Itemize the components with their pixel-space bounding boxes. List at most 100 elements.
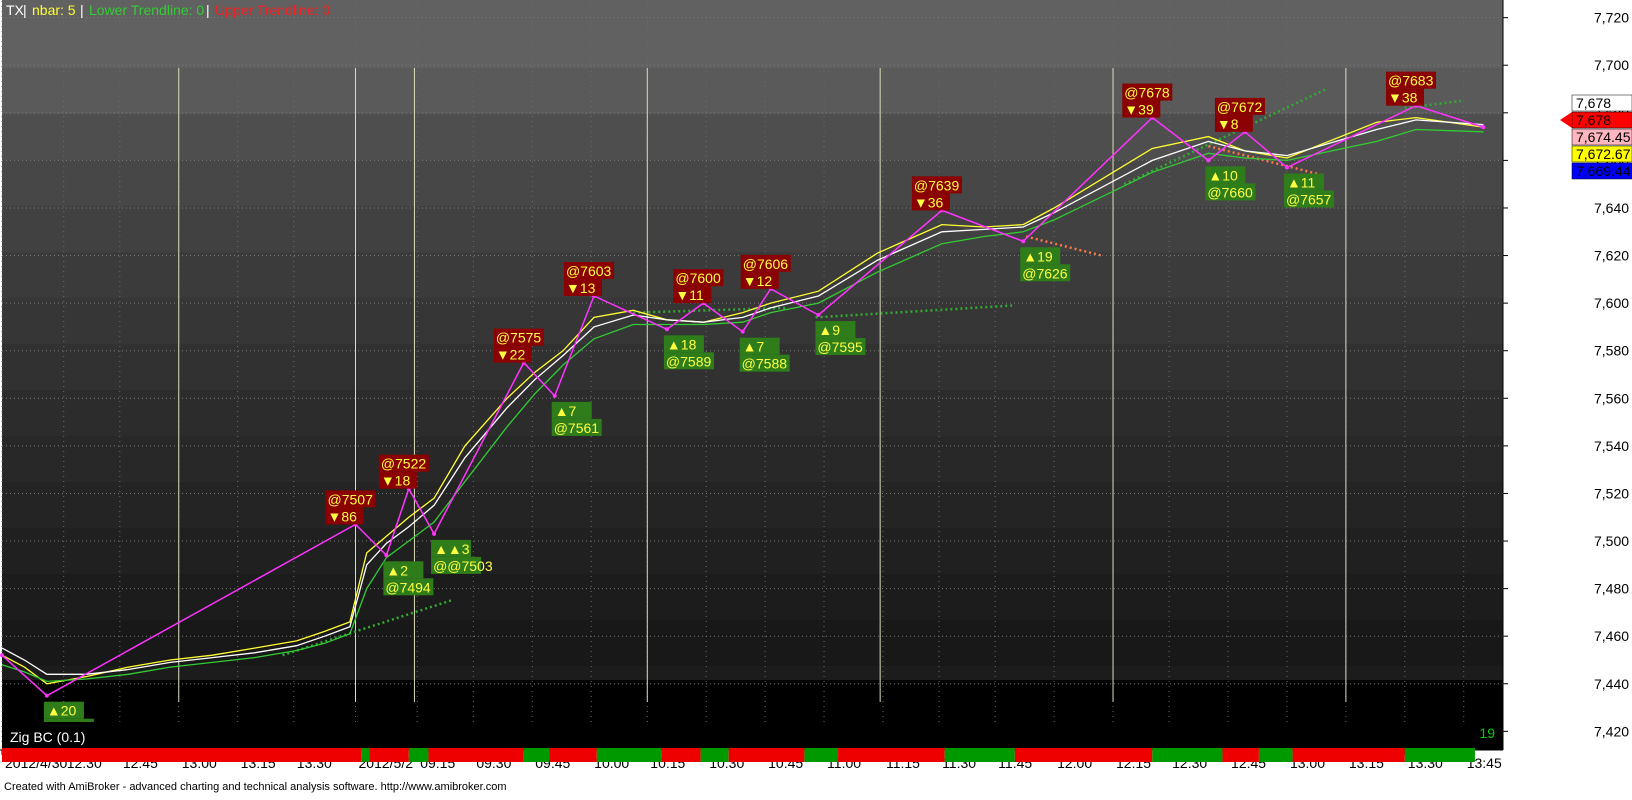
header-separator: | xyxy=(80,2,84,18)
sell-label-box xyxy=(1122,100,1161,118)
symbol-label: TX xyxy=(6,2,25,18)
zig-bc-segment xyxy=(549,748,597,762)
zig-bc-segment xyxy=(1292,748,1405,762)
zig-bc-segment xyxy=(523,748,550,762)
buy-signal[interactable]: ▲▲3@@7503 xyxy=(431,539,493,574)
sell-signal[interactable]: @7575▼22 xyxy=(493,328,544,363)
sell-price-box xyxy=(325,490,376,508)
signal-annotations: ▲20@7435@7507▼86▲2@7494@7522▼18▲▲3@@7503… xyxy=(43,71,1437,736)
sell-price-box xyxy=(673,269,724,287)
zigzag-point xyxy=(384,553,389,558)
buy-signal[interactable]: ▲10@7660 xyxy=(1205,166,1256,201)
y-tick-label: 7,640 xyxy=(1594,200,1629,216)
sell-price-box xyxy=(563,261,614,279)
buy-price-label: @7561 xyxy=(554,420,600,436)
price-badge-text: 7,672.67 xyxy=(1576,146,1631,162)
buy-count-label: ▲18 xyxy=(667,336,697,352)
price-badge-box xyxy=(1571,162,1632,180)
zig-bc-segment xyxy=(361,748,370,762)
sell-signal[interactable]: @7603▼13 xyxy=(563,261,614,296)
zigzag-point xyxy=(432,531,437,536)
sell-signal[interactable]: @7678▼39 xyxy=(1122,83,1173,118)
zigzag-point xyxy=(1021,239,1026,244)
zig-bc-segment xyxy=(1222,748,1259,762)
sell-signal[interactable]: @7672▼8 xyxy=(1214,97,1265,132)
header-separator: | xyxy=(206,2,210,18)
buy-signal[interactable]: ▲2@7494 xyxy=(383,561,434,596)
buy-price-box xyxy=(551,418,602,436)
buy-price-label: @7494 xyxy=(385,579,431,595)
price-badge-text: 7,674.45 xyxy=(1576,129,1631,145)
y-tick-label: 7,720 xyxy=(1594,10,1629,26)
y-tick-label: 7,580 xyxy=(1594,343,1629,359)
zig-bc-segment xyxy=(700,748,729,762)
y-tick-label: 7,560 xyxy=(1594,390,1629,406)
buy-count-label: ▲9 xyxy=(818,322,840,338)
buy-price-box xyxy=(663,352,714,370)
background-band xyxy=(2,114,1503,160)
sell-signal[interactable]: @7600▼11 xyxy=(673,269,724,304)
buy-price-label: @7660 xyxy=(1207,184,1253,200)
sell-count-label: ▼86 xyxy=(328,508,358,524)
sell-label-box xyxy=(493,345,532,363)
buy-count-label: ▲19 xyxy=(1023,248,1053,264)
zigzag-point xyxy=(1284,165,1289,170)
buy-signal[interactable]: ▲18@7589 xyxy=(663,335,714,370)
buy-count-label: ▲7 xyxy=(555,403,577,419)
buy-count-label: ▲2 xyxy=(386,562,408,578)
y-tick-label: 7,500 xyxy=(1594,533,1629,549)
buy-label-box xyxy=(431,539,472,557)
buy-signal[interactable]: ▲7@7588 xyxy=(739,337,790,372)
buy-label-box xyxy=(815,321,856,339)
y-tick-label: 7,420 xyxy=(1594,723,1629,739)
sell-signal[interactable]: @7606▼12 xyxy=(740,254,791,289)
zigzag-point xyxy=(552,393,557,398)
price-badge-box xyxy=(1571,145,1632,163)
sell-signal[interactable]: @7639▼36 xyxy=(911,176,962,211)
series-line-3 xyxy=(1,128,1484,683)
sell-count-label: ▼36 xyxy=(914,194,944,210)
sell-price-label: @7606 xyxy=(743,256,789,272)
sell-price-label: @7678 xyxy=(1124,85,1170,101)
sell-count-label: ▼39 xyxy=(1124,102,1154,118)
background-band xyxy=(2,574,1503,620)
price-badge-text: 7,678 xyxy=(1576,95,1611,111)
zig-bc-segment xyxy=(369,748,409,762)
buy-price-label: @7589 xyxy=(666,353,712,369)
buy-label-box xyxy=(1283,173,1324,191)
sell-signal[interactable]: @7522▼18 xyxy=(378,454,429,489)
sell-count-label: ▼38 xyxy=(1388,90,1418,106)
buy-price-box xyxy=(815,338,866,356)
sell-label-box xyxy=(1214,114,1253,132)
sell-price-box xyxy=(493,328,544,346)
buy-signal[interactable]: ▲11@7657 xyxy=(1283,173,1334,208)
buy-signal[interactable]: ▲9@7595 xyxy=(815,321,866,356)
trendline xyxy=(633,306,788,314)
sell-signal[interactable]: @7683▼38 xyxy=(1386,71,1437,106)
buy-count-label: ▲▲3 xyxy=(434,541,470,557)
zig-bc-segment xyxy=(428,748,524,762)
zig-bc-segment xyxy=(838,748,945,762)
background-band xyxy=(2,298,1503,344)
buy-price-box xyxy=(1205,183,1256,201)
footer-credit: Created with AmiBroker - advanced charti… xyxy=(4,781,507,793)
y-tick-label: 7,700 xyxy=(1594,57,1629,73)
buy-count-label: ▲7 xyxy=(743,339,765,355)
y-tick-label: 7,540 xyxy=(1594,438,1629,454)
buy-label-box xyxy=(43,701,84,719)
trendline xyxy=(1025,235,1103,257)
sell-label-box xyxy=(378,471,417,489)
background-band xyxy=(2,436,1503,482)
sell-signal[interactable]: @7507▼86 xyxy=(325,490,376,525)
buy-signal[interactable]: ▲7@7561 xyxy=(551,401,602,436)
sell-count-label: ▼13 xyxy=(566,280,596,296)
sell-count-label: ▼22 xyxy=(496,347,526,363)
sell-price-label: @7603 xyxy=(566,263,612,279)
zig-bc-segment xyxy=(1014,748,1153,762)
background-band xyxy=(2,160,1503,206)
zig-bc-segment xyxy=(1152,748,1223,762)
buy-signal[interactable]: ▲19@7626 xyxy=(1020,247,1071,282)
background-band xyxy=(2,620,1503,666)
